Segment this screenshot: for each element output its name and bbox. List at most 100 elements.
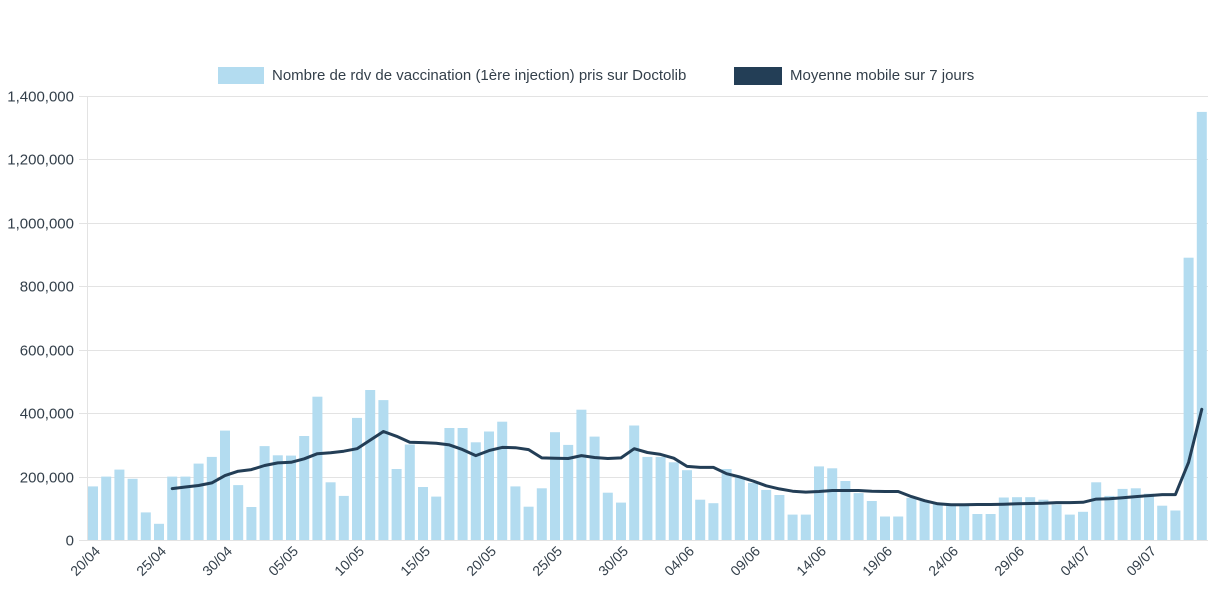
x-tick-label: 09/07 (1123, 543, 1159, 579)
bar (404, 444, 415, 540)
bar (932, 503, 943, 540)
bar (602, 492, 613, 540)
bar (299, 436, 310, 540)
bar (985, 514, 996, 540)
legend-swatch-moving-average (734, 67, 782, 85)
bar (1196, 111, 1207, 541)
bar (378, 400, 389, 540)
x-tick-label: 05/05 (265, 543, 301, 579)
bar (629, 425, 640, 540)
bar (536, 488, 547, 540)
bar (338, 495, 349, 540)
bar (814, 466, 824, 540)
bar (140, 512, 151, 540)
bar (576, 409, 587, 540)
bar (259, 446, 270, 540)
x-tick-label: 14/06 (793, 543, 829, 579)
bar (1025, 497, 1036, 540)
bar (484, 431, 494, 540)
bar-series (88, 111, 1207, 541)
x-tick-label: 04/06 (661, 543, 697, 579)
bar (642, 456, 653, 540)
bar (523, 506, 534, 540)
bar (88, 486, 98, 540)
bar (761, 489, 772, 540)
bar (1078, 511, 1088, 540)
bar (998, 497, 1009, 540)
bar (206, 456, 217, 540)
legend-label-bars: Nombre de rdv de vaccination (1ère injec… (272, 67, 686, 84)
x-tick-label: 15/05 (397, 543, 433, 579)
bar (431, 496, 442, 540)
bar (154, 523, 164, 540)
bar (616, 502, 626, 540)
y-tick-label: 0 (66, 533, 74, 550)
x-tick-label: 10/05 (331, 543, 367, 579)
x-tick-label: 04/07 (1057, 543, 1093, 579)
bar (880, 516, 890, 540)
bar (167, 476, 178, 540)
bar (180, 476, 191, 540)
bar (853, 493, 864, 540)
bar (668, 462, 679, 540)
bar (787, 514, 798, 540)
y-tick-label: 1,400,000 (7, 89, 74, 106)
bar (893, 516, 904, 540)
bar (906, 497, 917, 540)
bar (220, 430, 230, 540)
bar (101, 476, 112, 540)
bar (114, 469, 125, 540)
bar (1064, 514, 1075, 540)
x-tick-label: 24/06 (925, 543, 961, 579)
bar (246, 507, 257, 540)
bar (352, 417, 362, 540)
bar (457, 428, 468, 540)
bar (840, 481, 851, 540)
bar (827, 468, 838, 540)
y-tick-label: 400,000 (20, 406, 74, 423)
moving-average-series (170, 407, 1204, 507)
bar (312, 396, 323, 540)
bar (365, 390, 376, 540)
bar (272, 455, 283, 540)
bar (1144, 493, 1154, 540)
bar (655, 456, 666, 540)
y-axis: 0 200,000 400,000 600,000 800,000 1,000,000 1,… (7, 89, 74, 550)
y-tick-label: 800,000 (20, 279, 74, 296)
bar (550, 432, 560, 540)
bar (325, 482, 336, 540)
x-tick-label: 30/04 (199, 543, 235, 579)
y-tick-label: 1,200,000 (7, 152, 74, 169)
bar (1157, 505, 1168, 540)
bar (1091, 482, 1102, 540)
bar (589, 436, 600, 540)
bar (1117, 488, 1128, 540)
bar (721, 469, 732, 540)
bar (972, 514, 983, 540)
bar (919, 501, 930, 540)
bar (497, 421, 508, 540)
bar (563, 444, 574, 540)
bar (1183, 257, 1194, 540)
x-tick-label: 25/04 (133, 543, 169, 579)
y-tick-label: 600,000 (20, 343, 74, 360)
bar (444, 428, 455, 540)
bar (959, 505, 970, 540)
bar (708, 503, 719, 540)
bar (470, 442, 481, 540)
bar (193, 463, 204, 540)
x-tick-label: 20/05 (463, 543, 499, 579)
bar (1170, 510, 1181, 540)
legend-label-moving-average: Moyenne mobile sur 7 jours (790, 67, 974, 84)
legend-swatch-bars (218, 67, 264, 84)
bar (418, 487, 428, 540)
bar (682, 470, 692, 540)
bar (1104, 495, 1115, 540)
bar (774, 495, 785, 540)
bar (946, 503, 956, 540)
bar (1130, 488, 1141, 540)
bar (510, 486, 521, 540)
bar (800, 514, 811, 540)
bar (1051, 504, 1062, 540)
